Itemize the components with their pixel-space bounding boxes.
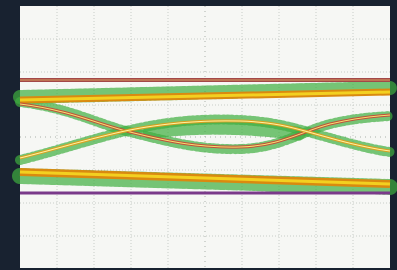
scope-screen [0,0,397,270]
page [0,0,397,270]
noise-band [150,128,300,134]
